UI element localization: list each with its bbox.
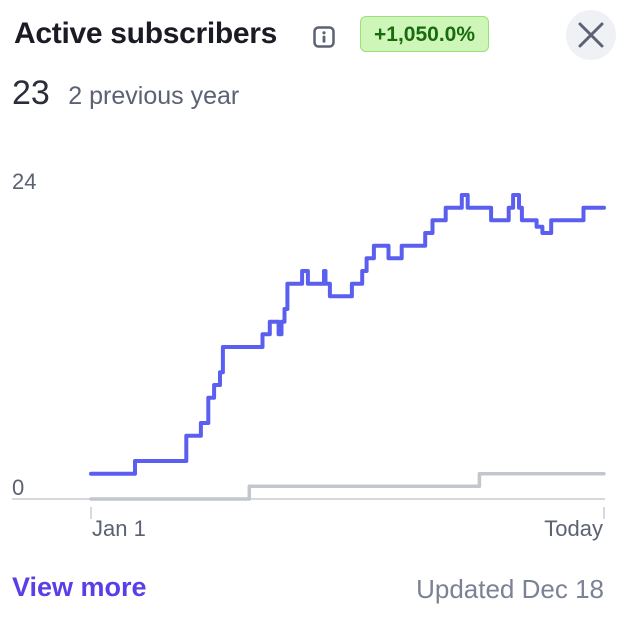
previous-series-line: [89, 471, 606, 501]
change-badge: +1,050.0%: [360, 16, 490, 52]
x-tick-label: Jan 1: [92, 516, 146, 541]
previous-value: 2 previous year: [68, 82, 240, 110]
info-icon[interactable]: [313, 26, 335, 48]
y-tick-label: 0: [12, 475, 24, 500]
current-value: 23: [12, 74, 50, 112]
card-header: Active subscribers +1,050.0%: [12, 10, 616, 60]
close-icon: [578, 22, 604, 48]
card-title: Active subscribers: [14, 17, 278, 50]
view-more-link[interactable]: View more: [12, 572, 147, 602]
subscribers-chart: 0 24 Jan 1 Today: [12, 169, 606, 541]
close-button[interactable]: [566, 10, 616, 60]
x-tick-label: Today: [544, 516, 603, 541]
current-series-line: [89, 193, 606, 476]
y-tick-label: 24: [12, 169, 36, 194]
updated-timestamp: Updated Dec 18: [416, 574, 604, 604]
summary: 23 2 previous year: [12, 74, 239, 113]
